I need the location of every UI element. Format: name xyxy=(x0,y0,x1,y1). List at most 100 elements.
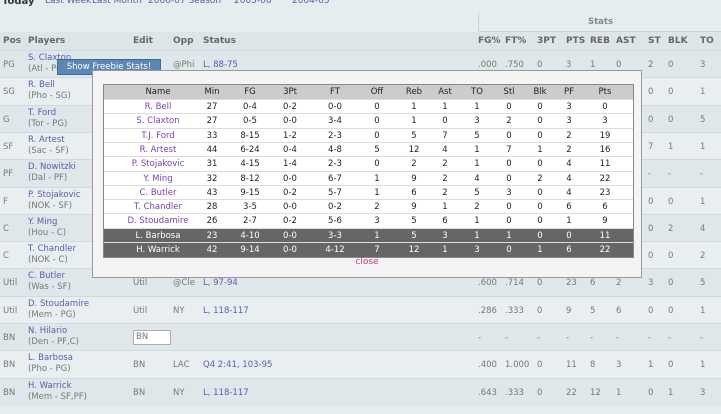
nav-link[interactable]: 2004-05 xyxy=(292,0,330,6)
stat-value: 5 xyxy=(590,305,596,316)
popup-player-name[interactable]: T.J. Ford xyxy=(141,130,175,141)
popup-cell: 5 xyxy=(411,130,417,141)
popup-row: C. Butler 43 9-15 0-2 5-7 1 6 2 5 3 0 4 23 xyxy=(104,184,633,200)
popup-cell: 6 xyxy=(566,245,572,255)
player-name[interactable]: L. Barbosa xyxy=(28,353,73,364)
player-team: (NOK - SF) xyxy=(28,200,73,211)
stat-value: 0 xyxy=(537,387,543,398)
popup-player-name[interactable]: S. Claxton xyxy=(136,116,180,127)
player-name[interactable]: N. Hilario xyxy=(28,326,68,336)
stat-value: - xyxy=(668,169,672,180)
player-name[interactable]: D. Nowitzki xyxy=(28,162,76,173)
stat-value: 5 xyxy=(700,114,706,125)
popup-cell: 0-2 xyxy=(283,216,297,227)
popup-player-name[interactable]: P. Stojakovic xyxy=(131,159,185,170)
nav-link[interactable]: Last Month xyxy=(92,0,142,6)
popup-cell: 2 xyxy=(566,130,572,141)
popup-cell: 2 xyxy=(442,159,448,170)
player-name[interactable]: R. Artest xyxy=(28,134,65,145)
popup-cell: 0 xyxy=(374,130,380,141)
popup-cell: 3 xyxy=(374,216,380,227)
popup-cell: 3 xyxy=(506,187,512,198)
column-header: ST xyxy=(648,36,661,46)
position-select[interactable]: BN xyxy=(133,330,171,345)
player-name[interactable]: P. Stojakovic xyxy=(28,189,81,200)
popup-cell: 0-0 xyxy=(283,230,297,241)
player-name[interactable]: T. Ford xyxy=(28,107,57,118)
popup-column-header: Name xyxy=(145,87,171,97)
popup-cell: 0-2 xyxy=(328,202,342,213)
column-header: BLK xyxy=(668,36,688,46)
popup-cell: 0 xyxy=(537,159,543,170)
stat-value: 6 xyxy=(616,305,622,316)
popup-cell: 0-0 xyxy=(283,245,297,255)
opponent: @Phi xyxy=(173,60,195,70)
popup-cell: 4 xyxy=(442,144,448,155)
popup-cell: 0 xyxy=(537,130,543,141)
popup-cell: 27 xyxy=(206,116,218,127)
player-name[interactable]: H. Warrick xyxy=(28,380,72,391)
popup-cell: 0 xyxy=(506,216,512,227)
column-header: REB xyxy=(590,36,610,46)
popup-player-name[interactable]: L. Barbosa xyxy=(135,230,181,241)
player-name[interactable]: R. Bell xyxy=(28,80,55,91)
nav-link[interactable]: Last Week xyxy=(45,0,92,6)
popup-cell: 0-4 xyxy=(243,102,257,112)
popup-cell: 3-3 xyxy=(328,230,342,241)
column-header: PTS xyxy=(566,36,586,46)
player-name[interactable]: C. Butler xyxy=(28,271,65,282)
stat-value: 0 xyxy=(537,305,543,316)
popup-cell: 1 xyxy=(374,230,380,241)
popup-cell: 8-12 xyxy=(240,173,260,184)
popup-cell: 12 xyxy=(408,245,420,255)
popup-player-name[interactable]: Y. Ming xyxy=(143,173,173,184)
popup-header-row: Name Min FG 3Pt FT Off Reb Ast TO Stl Blk PF Pts xyxy=(104,85,633,99)
game-status[interactable]: L, 118-117 xyxy=(203,305,249,316)
popup-cell: 9 xyxy=(602,216,608,227)
popup-cell: 6-7 xyxy=(328,173,342,184)
popup-cell: 1 xyxy=(537,245,543,255)
nav-current: Today xyxy=(2,0,35,7)
stat-value: 0 xyxy=(537,360,543,371)
stat-value: 0 xyxy=(668,60,674,70)
popup-player-name[interactable]: C. Butler xyxy=(139,187,177,198)
popup-cell: 4 xyxy=(566,173,572,184)
popup-cell: 0 xyxy=(374,159,380,170)
player-name[interactable]: Y. Ming xyxy=(28,216,58,227)
nav-link[interactable]: 2005-06 xyxy=(234,0,272,6)
popup-cell: 0 xyxy=(442,116,448,127)
game-status[interactable]: L, 88-75 xyxy=(203,60,238,70)
popup-player-name[interactable]: R. Bell xyxy=(144,102,172,112)
player-name[interactable]: S. Claxton xyxy=(28,53,72,63)
popup-cell: 0-5 xyxy=(243,116,257,127)
player-name[interactable]: T. Chandler xyxy=(28,244,76,255)
player-name[interactable]: D. Stoudamire xyxy=(28,298,90,309)
popup-cell: 0 xyxy=(374,102,380,112)
game-status[interactable]: Q4 2:41, 103-95 xyxy=(203,360,273,371)
popup-cell: 9-15 xyxy=(240,187,260,198)
popup-player-name[interactable]: H. Warrick xyxy=(136,245,180,255)
popup-column-header: Off xyxy=(370,87,384,97)
stat-value: .400 xyxy=(478,360,497,371)
popup-row: T. Chandler 28 3-5 0-0 0-2 2 9 1 2 0 0 6 6 xyxy=(104,199,633,215)
nav-link[interactable]: 2006-07 Season xyxy=(148,0,222,6)
game-status[interactable]: L, 118-117 xyxy=(203,387,249,398)
stat-value: 1 xyxy=(700,196,706,207)
popup-cell: 2-3 xyxy=(328,159,342,170)
popup-player-name[interactable]: T. Chandler xyxy=(134,202,182,213)
game-status[interactable]: L, 97-94 xyxy=(203,278,238,289)
stat-value: 4 xyxy=(700,223,706,234)
popup-cell: 0 xyxy=(602,102,608,112)
popup-cell: 0 xyxy=(537,116,543,127)
stat-value: 5 xyxy=(700,278,706,289)
popup-cell: 1 xyxy=(442,245,448,255)
popup-cell: 2 xyxy=(537,173,543,184)
popup-player-name[interactable]: D. Stoudamire xyxy=(127,216,189,227)
popup-cell: 12 xyxy=(408,144,420,155)
stat-value: .333 xyxy=(505,305,524,316)
popup-close[interactable]: close xyxy=(355,257,379,267)
popup-cell: 43 xyxy=(206,187,218,198)
popup-cell: 0 xyxy=(537,102,543,112)
popup-player-name[interactable]: R. Artest xyxy=(139,144,177,155)
